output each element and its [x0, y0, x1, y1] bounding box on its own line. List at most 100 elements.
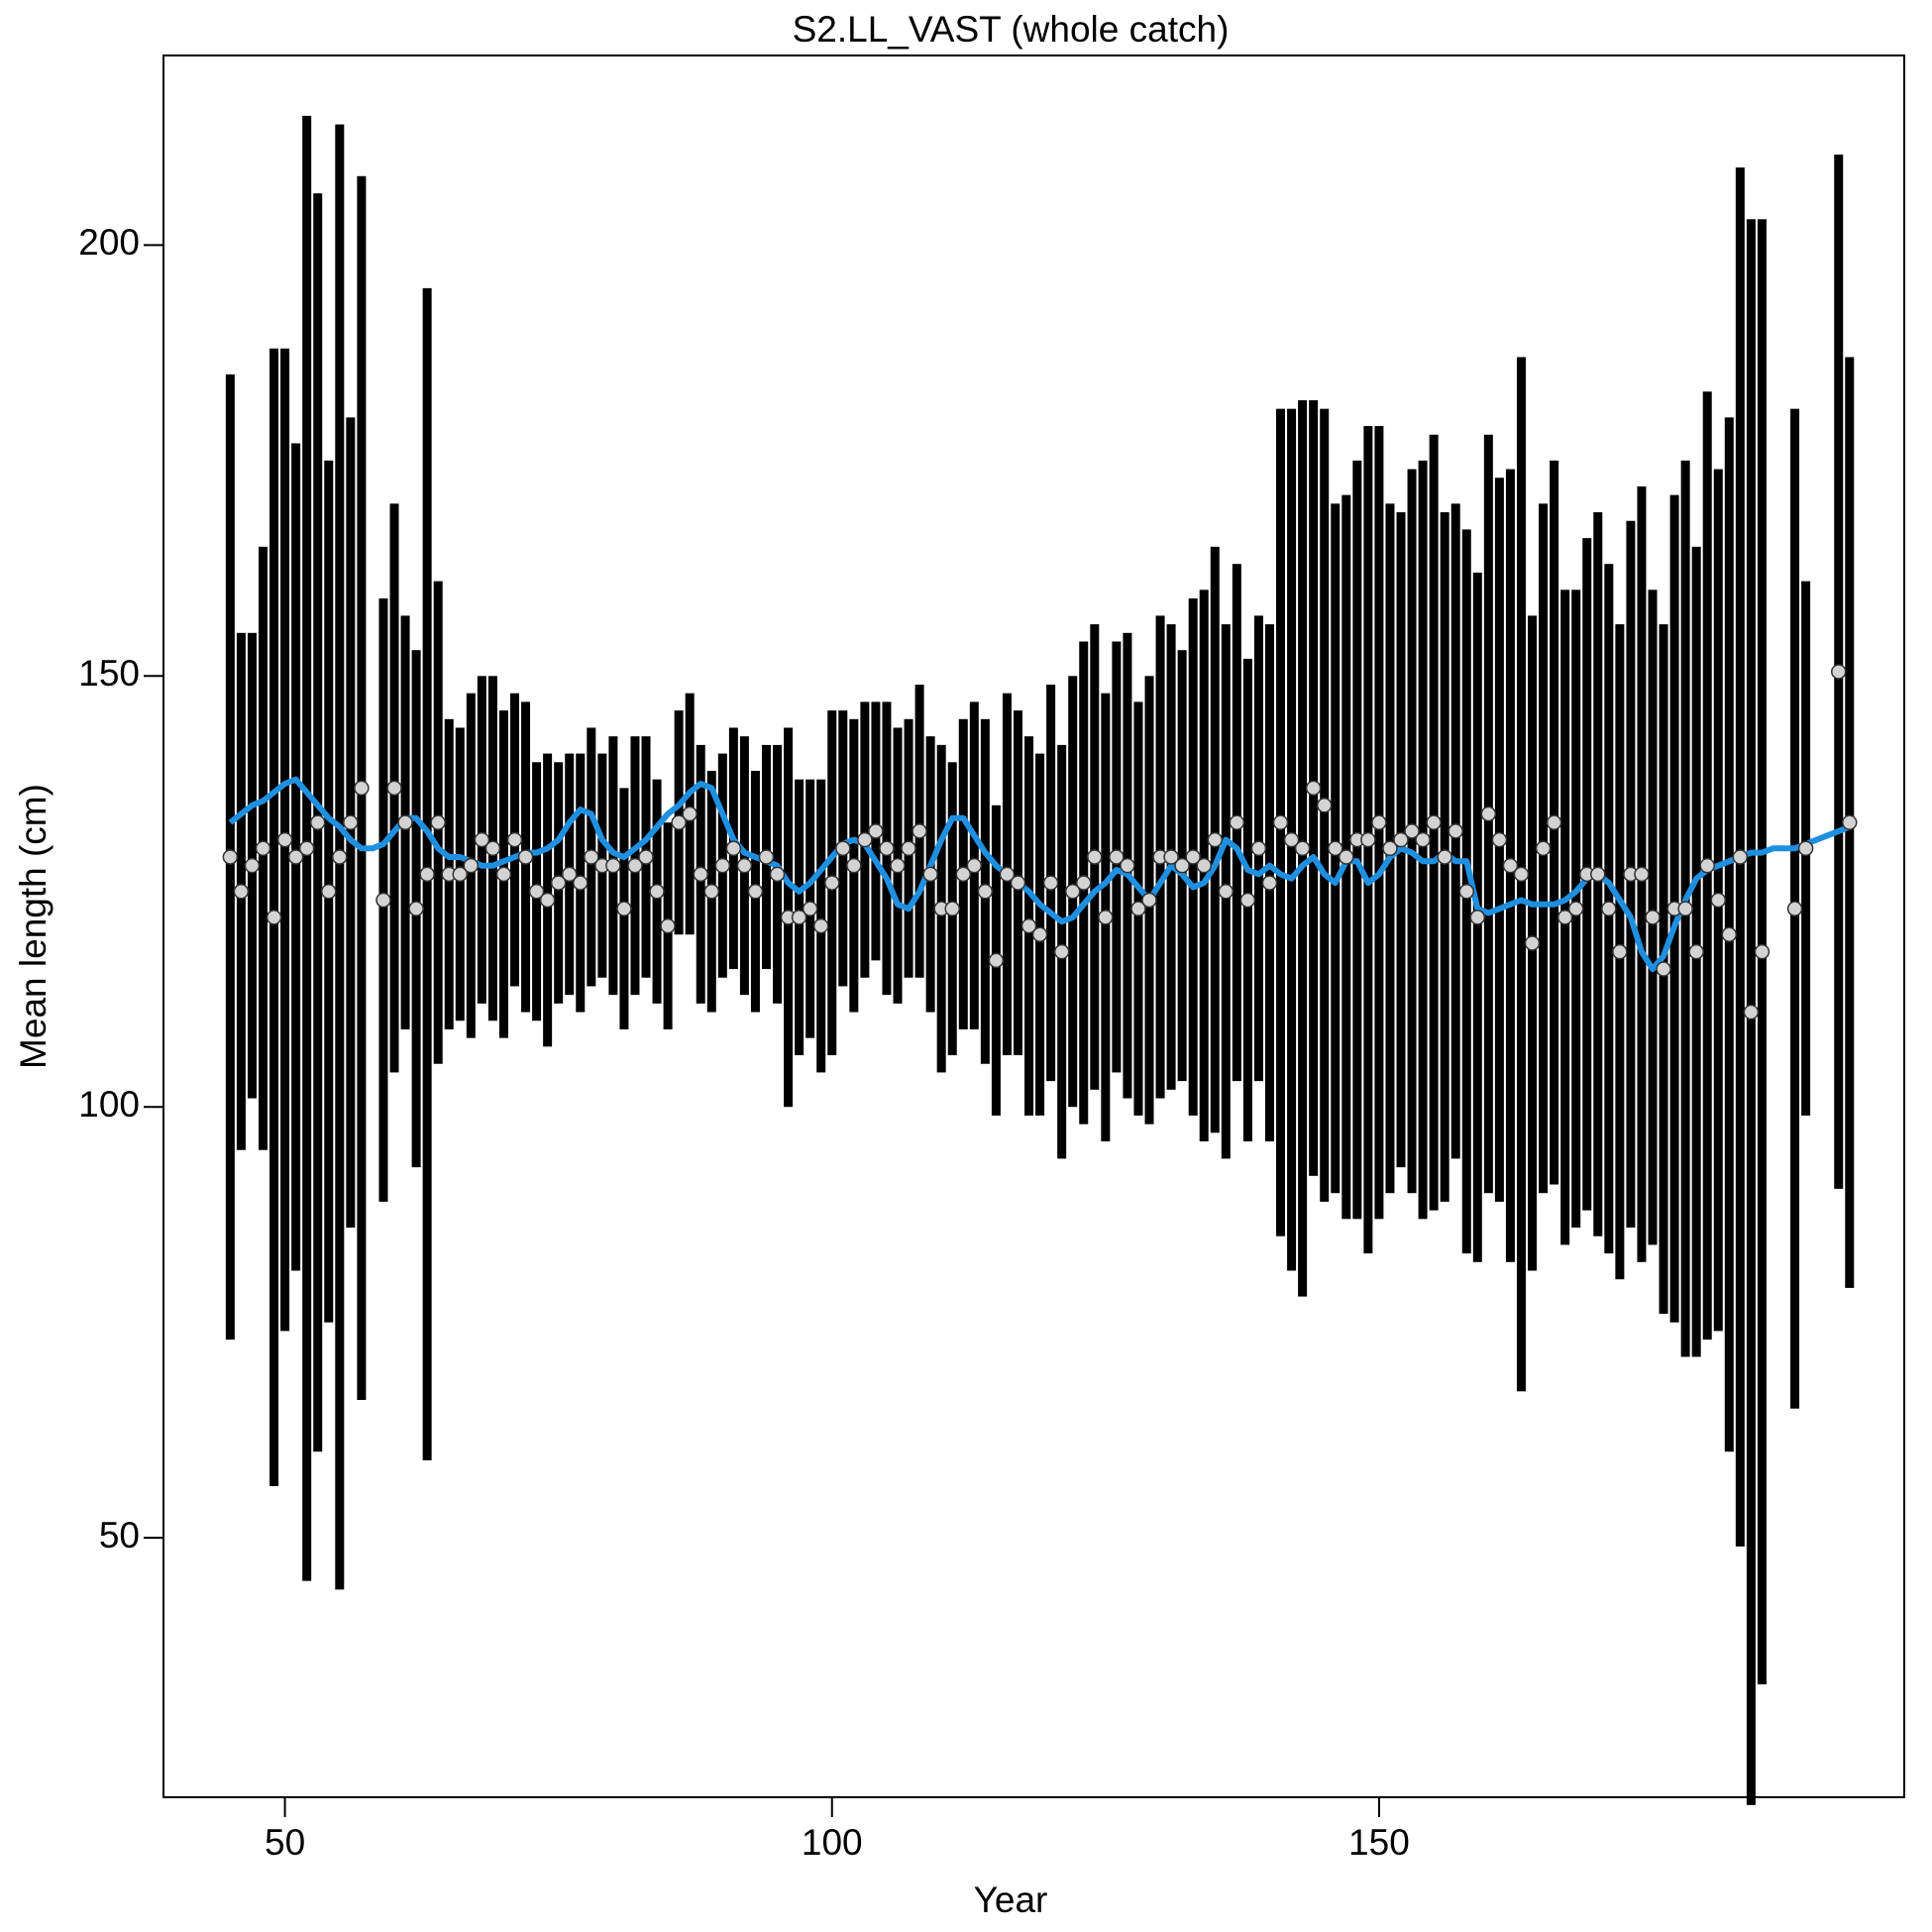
observed-point [1042, 875, 1059, 891]
observed-point [1567, 901, 1584, 916]
observed-point [999, 866, 1016, 883]
observed-point [955, 866, 972, 883]
observed-point [857, 831, 873, 848]
observed-point [1590, 866, 1606, 883]
observed-point [1458, 884, 1475, 900]
observed-point [988, 952, 1005, 969]
observed-point [1218, 884, 1234, 900]
observed-point [1020, 917, 1037, 934]
observed-point [1524, 935, 1541, 951]
observed-point [1786, 901, 1803, 916]
observed-point [944, 901, 960, 916]
observed-point [233, 884, 250, 900]
observed-point [977, 884, 994, 900]
observed-point [517, 849, 534, 865]
observed-point [1109, 849, 1125, 865]
observed-point [879, 840, 895, 857]
observed-point [298, 840, 315, 857]
observed-point [1535, 840, 1552, 857]
observed-point [397, 814, 413, 830]
observed-point [1196, 857, 1212, 874]
observed-point [823, 875, 840, 891]
observed-point [1294, 840, 1311, 857]
observed-point [747, 884, 764, 900]
observed-point [682, 805, 698, 822]
observed-point [901, 840, 916, 857]
observed-point [1283, 831, 1300, 848]
x-axis-label: Year [974, 1879, 1048, 1920]
observed-point [376, 892, 391, 909]
observed-point [660, 917, 676, 934]
observed-point [495, 866, 512, 883]
observed-point [1327, 840, 1343, 857]
observed-point [1426, 814, 1442, 830]
observed-point [1556, 910, 1573, 925]
observed-point [1546, 814, 1562, 830]
observed-point [1316, 798, 1333, 813]
y-tick-label: 50 [99, 1515, 140, 1556]
observed-point [1087, 849, 1103, 865]
observed-point [693, 866, 708, 883]
observed-point [725, 840, 742, 857]
observed-point [1272, 814, 1289, 830]
observed-point [1305, 780, 1322, 797]
observed-point [354, 780, 370, 797]
observed-point [332, 849, 348, 865]
observed-point [605, 857, 621, 874]
observed-point [1031, 926, 1048, 943]
observed-point [343, 814, 359, 830]
observed-point [386, 780, 402, 797]
fit-line [228, 776, 1851, 973]
observed-point [1743, 1004, 1760, 1020]
observed-point [255, 840, 271, 857]
observed-point [812, 917, 829, 934]
observed-point [890, 857, 906, 874]
observed-point [506, 831, 523, 848]
observed-point [769, 866, 786, 883]
observed-point [1513, 866, 1530, 883]
observed-point [1261, 875, 1278, 891]
observed-point [1174, 857, 1190, 874]
observed-point [1371, 814, 1387, 830]
observed-point [266, 910, 282, 925]
observed-point [1185, 849, 1201, 865]
observed-point [1677, 901, 1693, 916]
observed-point [616, 901, 632, 916]
observed-point [736, 857, 753, 874]
observed-point [1141, 892, 1157, 909]
observed-point [1448, 823, 1463, 839]
observed-point [1437, 849, 1452, 865]
observed-point [321, 884, 337, 900]
observed-point [309, 814, 326, 830]
observed-point [1688, 943, 1704, 960]
observed-point [1754, 943, 1771, 960]
y-tick-label: 100 [78, 1084, 140, 1125]
observed-point [1064, 884, 1081, 900]
observed-point [868, 823, 884, 839]
observed-point [408, 901, 424, 916]
observed-point [1656, 961, 1671, 977]
observed-point [1710, 892, 1727, 909]
observed-point [912, 823, 927, 839]
observed-point [1010, 875, 1026, 891]
observed-point [1830, 664, 1847, 680]
observed-point [573, 875, 589, 891]
observed-point [1339, 849, 1354, 865]
observed-point [649, 884, 665, 900]
observed-point [638, 849, 654, 865]
observed-point [1393, 831, 1409, 848]
observed-point [627, 857, 643, 874]
observed-point [1229, 814, 1245, 830]
observed-point [1842, 814, 1858, 830]
observed-point [1382, 840, 1398, 857]
observed-point [1404, 823, 1420, 839]
observed-point [561, 866, 578, 883]
observed-point [539, 892, 556, 909]
observed-point [222, 849, 239, 865]
chart-title: S2.LL_VAST (whole catch) [793, 9, 1230, 50]
observed-point [1491, 831, 1508, 848]
observed-point [1053, 943, 1070, 960]
observed-point [430, 814, 446, 830]
observed-point [419, 866, 435, 883]
